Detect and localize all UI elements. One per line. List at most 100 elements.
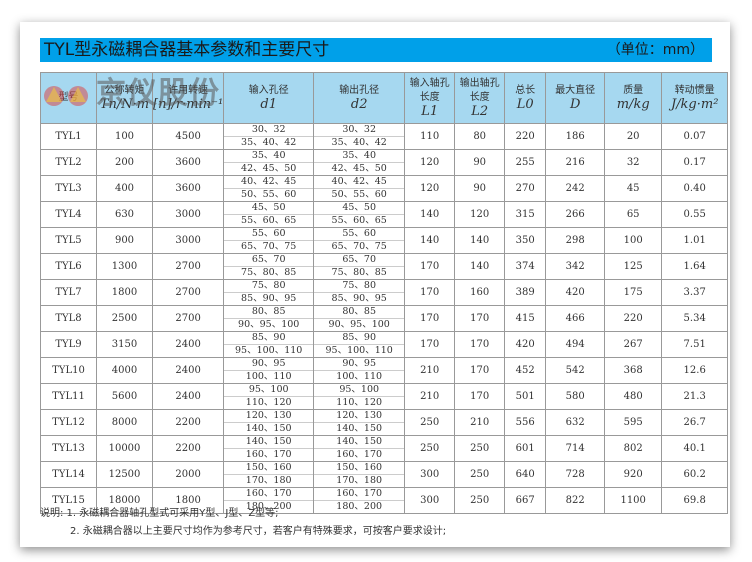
- header-label: 许用转速: [168, 84, 209, 96]
- cell-d: 242: [545, 175, 606, 202]
- cell-d1: 55、60 65、70、75: [223, 227, 315, 254]
- bore-values: 35、40: [314, 150, 405, 163]
- cell-n: 3000: [151, 201, 225, 228]
- bore-values: 65、70、75: [241, 241, 297, 252]
- cell-d2: 75、80 85、90、95: [313, 279, 406, 306]
- cell-l2: 250: [454, 461, 506, 488]
- cell-d2: 95、100 110、120: [313, 383, 406, 410]
- cell-d: 542: [545, 357, 606, 384]
- cell-d: 420: [545, 279, 606, 306]
- cell-m: 368: [604, 357, 663, 384]
- column-header: 最大直径 D: [545, 72, 606, 124]
- cell-l1: 250: [404, 409, 456, 436]
- bore-values: 65、70: [224, 254, 314, 267]
- bore-values: 42、45、50: [331, 163, 387, 174]
- cell-model: TYL7: [40, 279, 97, 306]
- table-row: TYL13 10000 2200 140、150 160、170 140、150 160、1…: [40, 435, 729, 462]
- cell-l1: 140: [404, 227, 456, 254]
- cell-m: 175: [604, 279, 663, 306]
- column-header: 输入孔径 d1: [223, 72, 315, 124]
- cell-m: 480: [604, 383, 663, 410]
- bore-values: 55、60、65: [241, 215, 297, 226]
- cell-l2: 170: [454, 331, 506, 358]
- bore-values: 30、32: [224, 124, 314, 137]
- bore-values: 35、40: [224, 150, 314, 163]
- cell-d1: 140、150 160、170: [223, 435, 315, 462]
- cell-d1: 150、160 170、180: [223, 461, 315, 488]
- bore-values: 85、90、95: [241, 293, 297, 304]
- cell-l2: 250: [454, 487, 506, 514]
- bore-values: 75、80、85: [241, 267, 297, 278]
- cell-l2: 210: [454, 409, 506, 436]
- bore-values: 180、200: [336, 501, 383, 512]
- bore-values: 90、95、100: [238, 319, 300, 330]
- bore-values: 160、170: [245, 449, 292, 460]
- cell-d2: 65、70 75、80、85: [313, 253, 406, 280]
- cell-l0: 556: [504, 409, 547, 436]
- cell-l0: 270: [504, 175, 547, 202]
- cell-n: 2200: [151, 435, 225, 462]
- cell-j: 3.37: [661, 279, 729, 306]
- cell-j: 5.34: [661, 305, 729, 332]
- bore-values: 100、110: [336, 371, 383, 382]
- bore-values: 85、90、95: [331, 293, 387, 304]
- cell-d: 714: [545, 435, 606, 462]
- bore-values: 75、80: [224, 280, 314, 293]
- cell-d2: 30、32 35、40、42: [313, 123, 406, 150]
- table-row: TYL3 400 3600 40、42、45 50、55、60 40、42、45 50、55…: [40, 175, 729, 202]
- cell-j: 1.64: [661, 253, 729, 280]
- cell-l2: 160: [454, 279, 506, 306]
- bore-values: 40、42、45: [224, 176, 314, 189]
- bore-values: 45、50: [224, 202, 314, 215]
- bore-values: 120、130: [314, 410, 405, 423]
- cell-model: TYL1: [40, 123, 97, 150]
- cell-j: 0.17: [661, 149, 729, 176]
- cell-d2: 90、95 100、110: [313, 357, 406, 384]
- cell-l1: 210: [404, 357, 456, 384]
- table-row: TYL4 630 3000 45、50 55、60、65 45、50 55、60、65 140…: [40, 201, 729, 228]
- bore-values: 95、100: [314, 384, 405, 397]
- cell-d: 728: [545, 461, 606, 488]
- cell-model: TYL4: [40, 201, 97, 228]
- cell-l2: 90: [454, 149, 506, 176]
- bore-values: 80、85: [314, 306, 405, 319]
- bore-values: 30、32: [314, 124, 405, 137]
- table-row: TYL12 8000 2200 120、130 140、150 120、130 140、15…: [40, 409, 729, 436]
- header-row: 型号 公称转矩 Tn/N·m 许用转速 [n]/r·min⁻¹ 输入孔径 d1 输出孔径 d2 输…: [40, 72, 729, 124]
- table-row: TYL15 18000 1800 160、170 180、200 160、170 180、2…: [40, 487, 729, 514]
- header-label: 公称转矩: [104, 84, 145, 96]
- cell-l2: 250: [454, 435, 506, 462]
- cell-n: 2700: [151, 253, 225, 280]
- cell-model: TYL11: [40, 383, 97, 410]
- cell-tn: 8000: [96, 409, 153, 436]
- bore-values: 75、80、85: [331, 267, 387, 278]
- bore-values: 55、60、65: [331, 215, 387, 226]
- cell-d2: 150、160 170、180: [313, 461, 406, 488]
- cell-d2: 45、50 55、60、65: [313, 201, 406, 228]
- cell-n: 2400: [151, 383, 225, 410]
- bore-values: 140、150: [314, 436, 405, 449]
- column-header: 输出孔径 d2: [313, 72, 406, 124]
- table-row: TYL11 5600 2400 95、100 110、120 95、100 110、120 2…: [40, 383, 729, 410]
- cell-tn: 900: [96, 227, 153, 254]
- cell-m: 802: [604, 435, 663, 462]
- cell-l0: 420: [504, 331, 547, 358]
- cell-n: 2200: [151, 409, 225, 436]
- cell-d2: 85、90 95、100、110: [313, 331, 406, 358]
- table-row: TYL14 12500 2000 150、160 170、180 150、160 170、1…: [40, 461, 729, 488]
- cell-d1: 95、100 110、120: [223, 383, 315, 410]
- cell-l0: 601: [504, 435, 547, 462]
- bore-values: 120、130: [224, 410, 314, 423]
- cell-m: 20: [604, 123, 663, 150]
- cell-l2: 170: [454, 305, 506, 332]
- bore-values: 50、55、60: [241, 189, 297, 200]
- bore-values: 40、42、45: [314, 176, 405, 189]
- header-symbol: L1: [421, 103, 439, 119]
- header-label: 输入轴孔长度: [409, 77, 450, 103]
- cell-j: 7.51: [661, 331, 729, 358]
- bore-values: 140、150: [245, 423, 292, 434]
- header-label: 输入孔径: [248, 84, 289, 96]
- cell-d1: 35、40 42、45、50: [223, 149, 315, 176]
- cell-m: 125: [604, 253, 663, 280]
- bore-values: 110、120: [245, 397, 292, 408]
